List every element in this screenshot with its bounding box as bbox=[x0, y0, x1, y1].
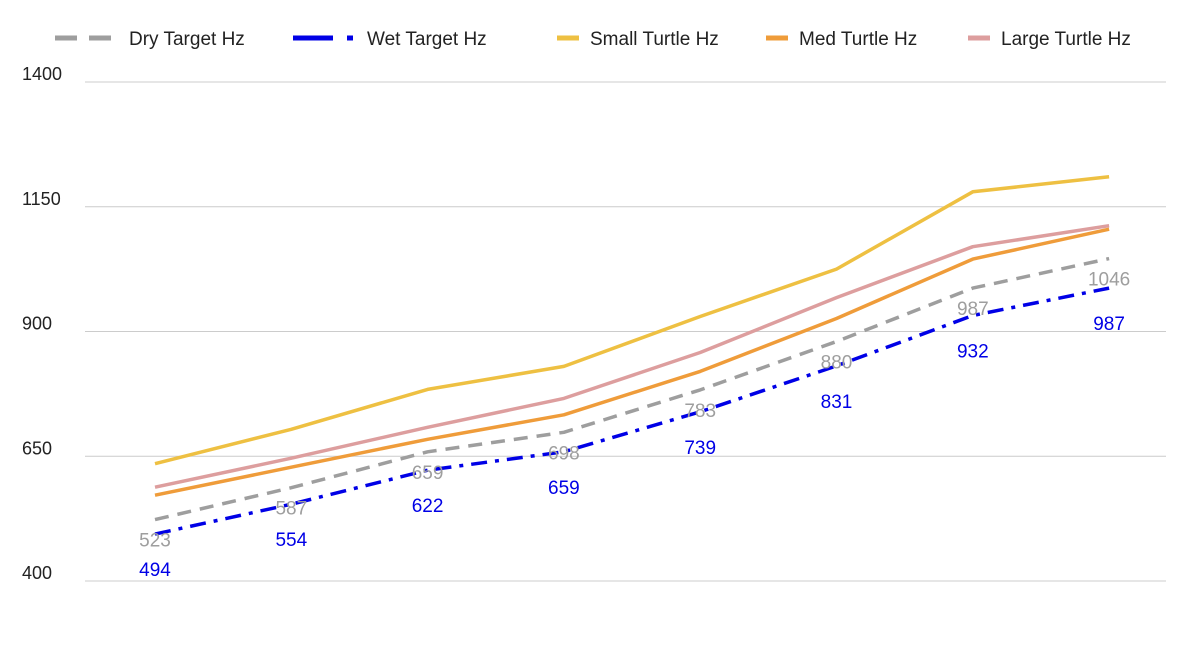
legend-item: Wet Target Hz bbox=[293, 29, 487, 50]
data-labels: 523 587 659 698 783 880 987 1046 494 554 622 659 739… bbox=[139, 270, 1130, 581]
legend-item: Small Turtle Hz bbox=[557, 29, 719, 50]
series-line-small-turtle-hz bbox=[154, 175, 1110, 466]
y-tick-label: 1400 bbox=[22, 64, 62, 84]
legend-item: Dry Target Hz bbox=[55, 29, 245, 50]
data-label: 659 bbox=[548, 478, 580, 499]
legend-label: Large Turtle Hz bbox=[1001, 29, 1131, 50]
legend-label: Wet Target Hz bbox=[367, 29, 487, 50]
series-line-med-turtle-hz bbox=[154, 227, 1110, 497]
legend-label: Dry Target Hz bbox=[129, 29, 245, 50]
series-line-dry-target-hz bbox=[154, 256, 1110, 522]
series-lines bbox=[154, 175, 1110, 536]
data-label: 987 bbox=[957, 299, 989, 320]
y-tick-label: 400 bbox=[22, 563, 52, 583]
y-tick-label: 650 bbox=[22, 438, 52, 458]
data-label: 554 bbox=[275, 530, 307, 551]
legend-label: Med Turtle Hz bbox=[799, 29, 917, 50]
data-label: 932 bbox=[957, 342, 989, 363]
data-label: 622 bbox=[412, 496, 444, 517]
y-axis-ticks: 400 650 900 1150 1400 bbox=[22, 64, 62, 583]
data-label: 739 bbox=[684, 438, 716, 459]
legend-label: Small Turtle Hz bbox=[590, 29, 719, 50]
data-label: 1046 bbox=[1088, 270, 1130, 291]
y-tick-label: 900 bbox=[22, 314, 52, 334]
data-label: 880 bbox=[821, 352, 853, 373]
data-label: 659 bbox=[412, 463, 444, 484]
data-label: 987 bbox=[1093, 314, 1125, 335]
data-label: 783 bbox=[684, 401, 716, 422]
data-label: 494 bbox=[139, 560, 171, 581]
gridlines bbox=[85, 81, 1166, 582]
data-label: 587 bbox=[275, 499, 307, 520]
data-label: 698 bbox=[548, 443, 580, 464]
y-tick-label: 1150 bbox=[22, 189, 61, 209]
legend-item: Med Turtle Hz bbox=[766, 29, 917, 50]
series-line-large-turtle-hz bbox=[154, 223, 1110, 489]
data-label: 831 bbox=[821, 392, 853, 413]
legend-item: Large Turtle Hz bbox=[968, 29, 1131, 50]
data-label: 523 bbox=[139, 531, 171, 552]
legend: Dry Target Hz Wet Target Hz Small Turtle H… bbox=[55, 29, 1131, 50]
